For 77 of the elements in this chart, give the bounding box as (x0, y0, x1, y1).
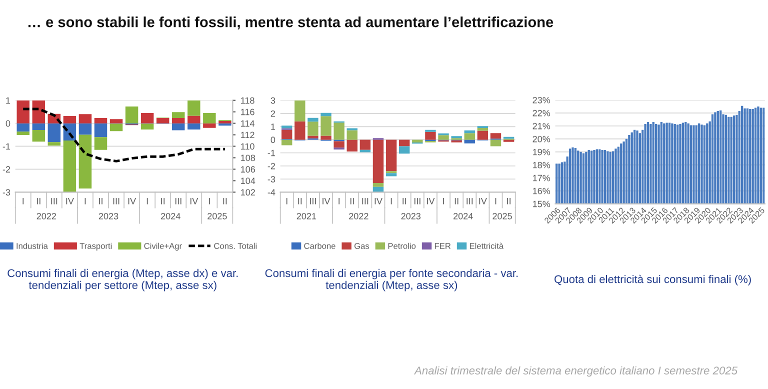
x-tick-label: I (286, 198, 288, 204)
y2-tick-label: 112 (241, 132, 254, 138)
legend-label: Carbone (304, 242, 336, 249)
text: … e sono stabili le fonti fossili, mentre stenta ad aumentare l’elettrificazione (28, 16, 554, 30)
x-tick-label: II (350, 198, 354, 204)
x-tick-label: I (338, 198, 340, 204)
y2-tick-label: 110 (241, 143, 254, 150)
y-tick-label: 18% (533, 162, 550, 168)
y2-tick-label: 118 (241, 97, 254, 104)
y-tick-label: 19% (533, 148, 550, 156)
y-tick-label: 23% (532, 96, 550, 104)
x-tick-label: III (414, 198, 420, 204)
legend-label: Petrolio (388, 242, 416, 249)
y-tick-label: 3 (270, 97, 276, 104)
x-tick-label: I (208, 198, 210, 204)
text: Analisi trimestrale del sistema energetico italiano I semestre 2025 (414, 366, 738, 377)
x-tick-label: IV (427, 198, 435, 204)
x-tick-label: III (175, 198, 182, 204)
x-tick-label: II (223, 198, 227, 204)
x-tick-label: III (362, 198, 368, 204)
y-tick-label: -4 (268, 189, 276, 196)
y-tick-label: -2 (268, 162, 276, 170)
y-tick-label: 16% (533, 188, 550, 194)
y2-tick-label: 114 (241, 120, 254, 127)
y-tick-label: 15% (533, 200, 550, 208)
y-tick-label: -2 (2, 166, 10, 172)
y-tick-label: 1 (271, 124, 276, 130)
x-tick-label: II (99, 198, 102, 204)
x-tick-label: III (51, 198, 58, 204)
y-tick-label: -3 (2, 189, 10, 196)
y2-tick-label: 102 (241, 189, 255, 196)
legend-label: Cons. Totali (214, 242, 257, 249)
y-tick-label: -1 (268, 150, 276, 156)
x-tick-label: II (454, 198, 458, 204)
x-tick-label: I (146, 198, 148, 204)
y-tick-label: 0 (270, 136, 276, 144)
y-tick-label: 1 (6, 97, 10, 104)
y-tick-label: 21% (532, 122, 550, 130)
y2-tick-label: 104 (241, 178, 256, 184)
y-tick-label: 2 (270, 110, 276, 117)
x-tick-label: II (161, 198, 165, 204)
legend-label: Gas (354, 243, 370, 249)
x-tick-label: II (507, 198, 510, 204)
y2-tick-label: 108 (241, 154, 256, 162)
x-tick-label: II (298, 198, 302, 204)
x-tick-label: III (113, 198, 120, 204)
x-tick-label: II (402, 198, 406, 204)
text: Consumi finali di energia per fonte secondaria - var. tendenziali (Mtep, asse sx) (265, 268, 518, 292)
text: Quota di elettricità sui consumi finali (%) (554, 274, 751, 286)
x-tick-label: I (84, 198, 86, 204)
y-tick-label: -1 (2, 143, 10, 150)
x-tick-label: IV (66, 198, 74, 204)
y-tick-label: 0 (6, 120, 10, 127)
y-tick-label: 22% (532, 110, 550, 116)
x-tick-label: IV (190, 198, 198, 204)
y-tick-label: -3 (268, 176, 276, 182)
x-tick-label: IV (374, 198, 382, 204)
x-tick-label: IV (479, 198, 487, 204)
legend-label: Elettricità (470, 242, 504, 249)
x-tick-label: III (466, 198, 473, 204)
x-tick-label: I (443, 198, 444, 204)
y-tick-label: 17% (533, 174, 550, 182)
x-tick-label: IV (128, 198, 136, 204)
x-tick-label: IV (322, 198, 330, 204)
y2-tick-label: 106 (241, 166, 256, 173)
x-tick-label: I (495, 198, 496, 204)
y2-tick-label: 116 (241, 108, 254, 116)
legend-label: Industria (16, 242, 48, 249)
legend-label: FER (434, 243, 451, 249)
x-tick-label: III (310, 198, 316, 204)
text: Consumi finali di energia (Mtep, asse dx) e var. tendenziali per settore (Mtep, asse sx) (8, 268, 238, 292)
legend-label: Trasporti (80, 242, 112, 251)
x-tick-label: I (390, 198, 392, 204)
y-tick-label: 20% (532, 136, 550, 142)
legend-label: Civile+Agr (144, 242, 182, 251)
x-tick-label: II (36, 198, 40, 204)
x-tick-label: I (22, 198, 24, 204)
